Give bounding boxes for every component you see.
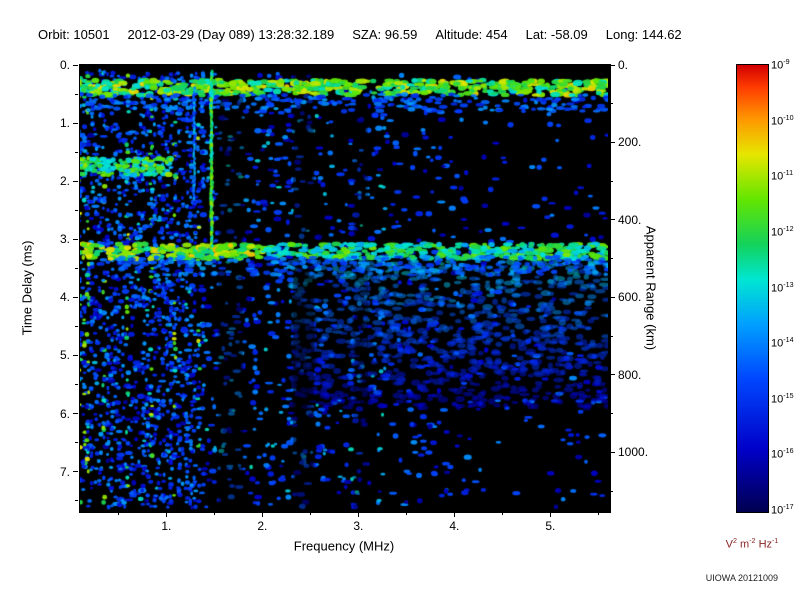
colorbar-tick-label: 10-10 [771, 113, 794, 128]
colorbar-tick-label: 10-16 [771, 447, 794, 462]
y-tick-mark [73, 296, 78, 298]
header-field: Altitude: 454 [435, 27, 508, 42]
y2-tick-label: 0. [618, 58, 629, 72]
y-tick-label: 0. [59, 58, 70, 72]
x-tick-label: 1. [161, 519, 172, 533]
y-axis-label-left: Time Delay (ms) [19, 240, 35, 336]
spectrogram-canvas [80, 65, 608, 510]
y-minor-tick [75, 384, 78, 386]
colorbar-gradient [736, 64, 769, 513]
y2-tick-label: 200. [618, 135, 642, 150]
x-tick-label: 5. [545, 519, 556, 533]
y-minor-tick [75, 209, 78, 211]
colorbar-tick-label: 10-17 [771, 503, 794, 517]
y-tick-label: 1. [59, 116, 70, 131]
y-tick-mark [73, 413, 78, 415]
x-tick-label: 3. [353, 519, 364, 533]
colorbar-tick-label: 10-12 [771, 224, 794, 239]
header-field: 2012-03-29 (Day 089) 13:28:32.189 [127, 27, 335, 42]
colorbar-tick-label: 10-9 [771, 58, 790, 72]
y-tick-label: 4. [59, 290, 70, 305]
colorbar-tick-label: 10-15 [771, 391, 794, 406]
colorbar-tick-label: 10-14 [771, 336, 794, 350]
header-field: Long: 144.62 [605, 27, 682, 42]
header-field: SZA: 96.59 [352, 27, 418, 42]
colorbar-tick-label: 10-13 [771, 280, 794, 295]
x-tick-label: 2. [257, 519, 268, 533]
y2-tick-label: 800. [618, 367, 642, 382]
y-minor-tick [75, 93, 78, 95]
y-tick-mark [73, 180, 78, 182]
y-minor-tick [75, 151, 78, 153]
y-tick-mark [73, 64, 78, 66]
credit-watermark: UIOWA 20121009 [705, 573, 778, 583]
y-tick-label: 7. [59, 464, 70, 479]
y-tick-label: 5. [59, 348, 70, 363]
y-minor-tick [75, 442, 78, 444]
y-tick-label: 6. [59, 406, 70, 421]
y2-tick-label: 1000. [618, 445, 649, 460]
y2-tick-label: 400. [618, 212, 642, 227]
x-tick-label: 4. [449, 519, 460, 533]
y-minor-tick [75, 325, 78, 327]
y-tick-label: 3. [59, 232, 70, 247]
spectrogram-frame [79, 64, 611, 513]
colorbar-unit-label: V2 m-2 Hz-1 [725, 537, 779, 551]
header-field: Orbit: 10501 [38, 27, 110, 42]
y-minor-tick [75, 500, 78, 502]
y-minor-tick [75, 267, 78, 269]
y-tick-mark [73, 122, 78, 124]
header-field: Lat: -58.09 [525, 27, 588, 42]
y-axis-label-right: Apparent Range (km) [643, 225, 659, 351]
y-tick-mark [73, 354, 78, 356]
y-tick-mark [73, 238, 78, 240]
y-tick-mark [73, 471, 78, 473]
x-axis-label: Frequency (MHz) [293, 538, 395, 554]
colorbar-tick-label: 10-11 [771, 169, 794, 183]
header-info-bar: Orbit: 10501 2012-03-29 (Day 089) 13:28:3… [38, 27, 700, 42]
y-tick-label: 2. [59, 174, 70, 189]
